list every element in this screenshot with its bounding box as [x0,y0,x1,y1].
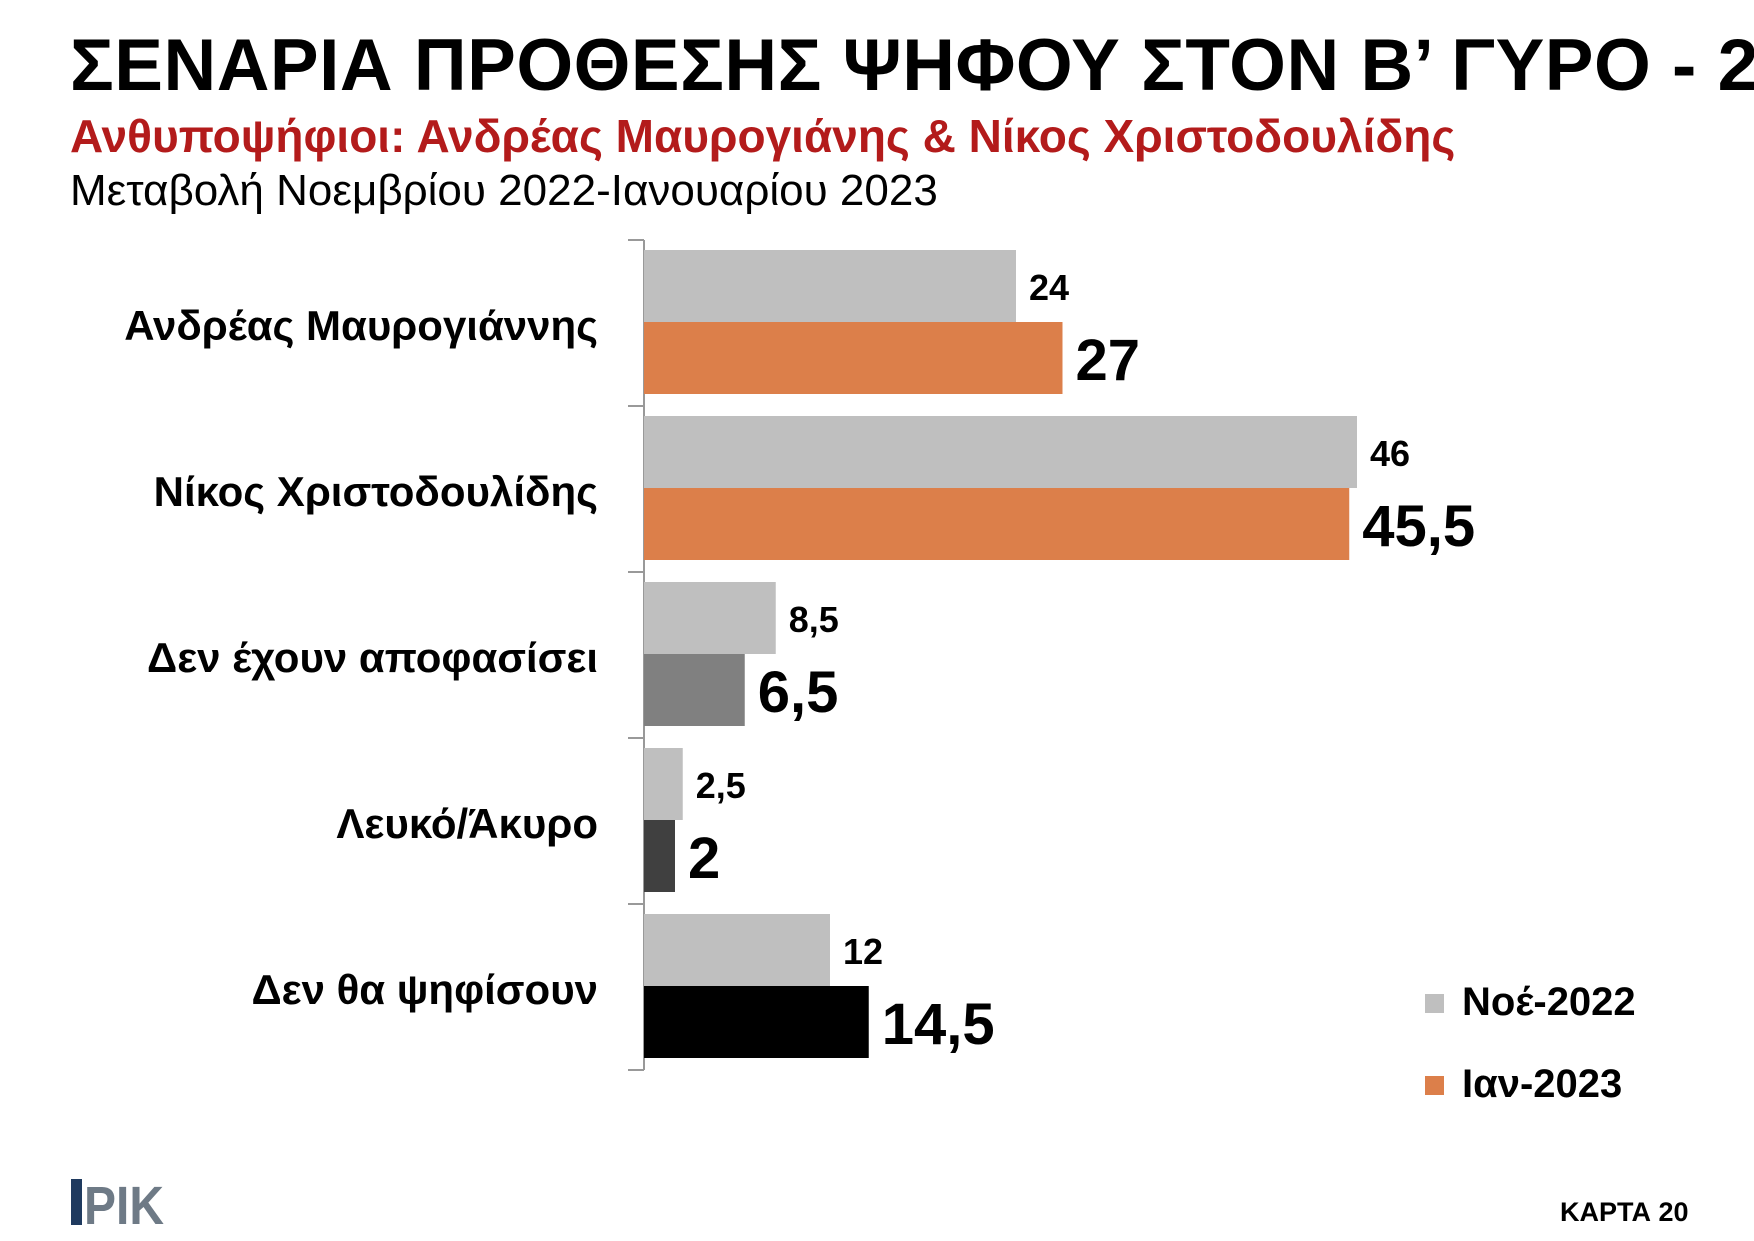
bar-nov-2022-category-4 [644,914,830,986]
legend-swatch-nov-2022 [1425,994,1444,1013]
data-label-jan-2023-category-4: 14,5 [882,992,995,1057]
data-label-nov-2022-category-1: 46 [1370,433,1410,474]
bar-jan-2023-category-1 [644,488,1350,560]
card-number: ΚΑΡΤΑ 20 [1560,1197,1689,1227]
bar-nov-2022-category-2 [644,582,776,654]
data-label-jan-2023-category-2: 6,5 [758,660,839,725]
legend-swatch-jan-2023 [1425,1076,1444,1095]
chart-title: ΣΕΝΑΡΙΑ ΠΡΟΘΕΣΗΣ ΨΗΦΟΥ ΣΤΟΝ Β’ ΓΥΡΟ - 2 [70,25,1754,106]
data-label-jan-2023-category-3: 2 [688,826,720,891]
category-label: Δεν έχουν αποφασίσει [147,634,598,681]
legend-label-jan-2023: Ιαν-2023 [1462,1062,1623,1106]
bar-jan-2023-category-3 [644,820,675,892]
bar-nov-2022-category-3 [644,748,683,820]
chart-subtitle: Ανθυποψήφιοι: Ανδρέας Μαυρογιάνης & Νίκο… [70,110,1456,162]
rik-logo: ΡΙΚ [71,1176,164,1228]
bar-nov-2022-category-1 [644,416,1357,488]
data-label-jan-2023-category-0: 27 [1076,328,1141,393]
category-label: Ανδρέας Μαυρογιάννης [124,302,598,349]
data-label-nov-2022-category-2: 8,5 [789,599,839,640]
data-label-jan-2023-category-1: 45,5 [1362,494,1475,559]
data-label-nov-2022-category-4: 12 [843,931,883,972]
bar-jan-2023-category-4 [644,986,869,1058]
bar-nov-2022-category-0 [644,250,1016,322]
logo-bar [71,1179,82,1225]
category-label: Λευκό/Άκυρο [336,800,598,847]
chart-period: Μεταβολή Νοεμβρίου 2022-Ιανουαρίου 2023 [70,166,938,215]
category-label: Δεν θα ψηφίσουν [251,966,598,1013]
logo-text: ΡΙΚ [84,1176,164,1228]
data-label-nov-2022-category-0: 24 [1029,267,1069,308]
bar-jan-2023-category-0 [644,322,1063,394]
category-label: Νίκος Χριστοδουλίδης [154,468,598,515]
bar-jan-2023-category-2 [644,654,745,726]
legend-label-nov-2022: Νοέ-2022 [1462,980,1636,1024]
data-label-nov-2022-category-3: 2,5 [696,765,746,806]
